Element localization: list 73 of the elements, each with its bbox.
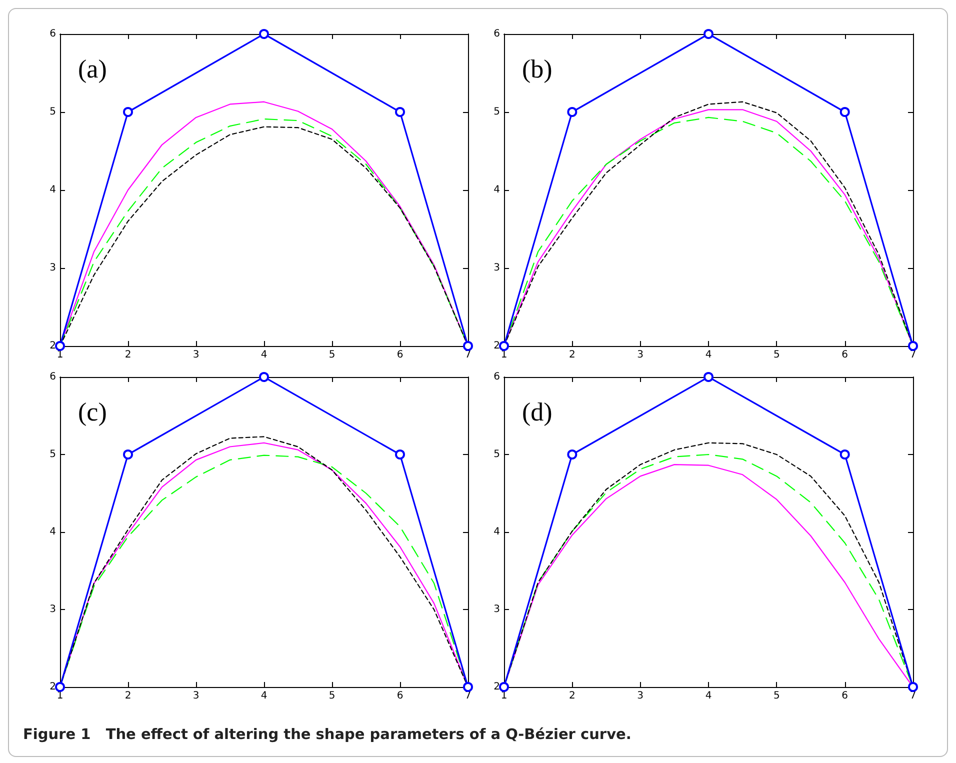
y-tick-label: 2 [494,682,500,692]
x-tick-label: 5 [773,350,780,360]
x-tick-label: 2 [124,350,132,360]
caption: Figure 1 The effect of altering the shape parameters of a Q-Bézier curve. [23,727,632,743]
point [123,107,133,117]
y-tick-label: 5 [50,449,56,460]
y-tick-label: 6 [494,372,500,382]
x-tick-label: 6 [396,350,404,360]
point [55,682,65,692]
point [908,341,918,351]
y-tick-label: 2 [50,340,56,352]
x-tick-label: 2 [568,350,576,360]
y-tick-label: 3 [494,262,500,274]
point [704,29,714,39]
x-tick-label: 5 [773,690,780,702]
x-tick-label: 3 [192,350,200,360]
point [908,682,918,692]
x-tick-label: 5 [328,350,336,360]
point [704,372,714,382]
y-tick-label: 4 [494,526,500,538]
y-tick-label: 4 [50,184,56,196]
annotation: (d) [522,398,552,426]
x-tick-label: 1 [500,690,508,702]
point [499,341,509,351]
x-tick-label: 5 [328,690,336,702]
x-tick-label: 6 [842,350,848,360]
x-tick-label: 1 [500,350,508,360]
x-tick-label: 7 [910,350,916,360]
y-tick-label: 3 [50,604,56,615]
y-tick-label: 6 [50,372,56,382]
x-tick-label: 4 [705,690,712,702]
point [840,450,850,460]
point [395,107,405,117]
y-tick-label: 3 [494,604,500,615]
point [567,450,578,460]
x-tick-label: 2 [124,690,132,702]
point [55,341,65,351]
x-tick-label: 7 [464,690,472,702]
point [395,450,405,460]
x-tick-label: 3 [192,690,200,702]
point [463,682,473,692]
x-tick-label: 4 [260,350,268,360]
x-tick-label: 1 [56,350,64,360]
x-tick-label: 6 [396,690,404,702]
point [259,29,269,39]
point [463,341,473,351]
y-tick-label: 4 [50,526,56,538]
y-tick-label: 6 [50,28,56,40]
y-tick-label: 5 [494,449,500,460]
y-tick-label: 2 [50,682,56,692]
annotation: (c) [78,398,107,426]
x-tick-label: 4 [260,690,268,702]
y-tick-label: 6 [494,28,500,40]
x-tick-label: 1 [56,690,64,702]
x-tick-label: 2 [568,690,576,702]
y-tick-label: 2 [494,340,500,352]
x-tick-label: 4 [705,350,712,360]
y-tick-label: 5 [494,106,500,118]
x-tick-label: 6 [842,690,848,702]
point [259,372,269,382]
point [499,682,509,692]
y-tick-label: 4 [494,184,500,196]
x-tick-label: 7 [464,350,472,360]
annotation: (a) [78,54,107,84]
y-tick-label: 3 [50,262,56,274]
annotation: (b) [522,54,552,84]
x-tick-label: 7 [910,690,916,702]
x-tick-label: 3 [637,350,644,360]
point [840,107,850,117]
point [123,450,133,460]
x-tick-label: 3 [637,690,644,702]
point [567,107,578,117]
y-tick-label: 5 [50,106,56,118]
